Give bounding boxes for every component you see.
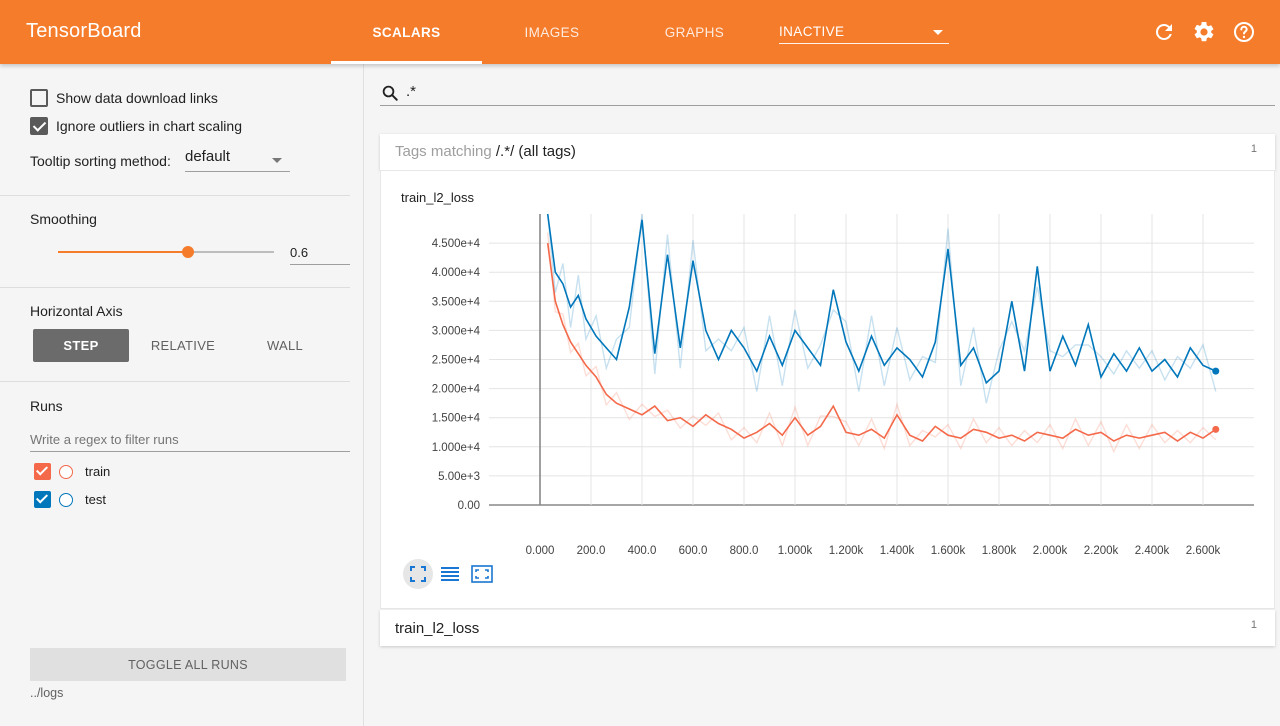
series-raw-line-train bbox=[547, 232, 1217, 454]
runs-label: Runs bbox=[30, 398, 63, 414]
divider bbox=[0, 381, 350, 382]
app-title: TensorBoard bbox=[26, 20, 142, 42]
y-tick-label: 1.000e+4 bbox=[432, 442, 481, 454]
log-scale-button[interactable] bbox=[435, 559, 465, 589]
x-tick-label: 1.600k bbox=[931, 545, 966, 557]
series-endpoint-train bbox=[1212, 425, 1220, 433]
inactive-dashboards-dropdown[interactable]: INACTIVE bbox=[779, 18, 949, 44]
run-checkbox[interactable] bbox=[34, 491, 51, 508]
search-regex-value: .* bbox=[406, 83, 417, 100]
expand-chart-button[interactable] bbox=[467, 559, 497, 589]
expand-icon bbox=[471, 565, 493, 583]
tab-images[interactable]: IMAGES bbox=[524, 24, 580, 40]
tab-scalars[interactable]: SCALARS bbox=[331, 0, 482, 64]
x-tick-label: 600.0 bbox=[679, 545, 708, 557]
tags-count: 1 bbox=[1250, 143, 1257, 155]
chart-title: train_l2_loss bbox=[401, 190, 474, 205]
x-tick-label: 2.600k bbox=[1186, 545, 1221, 557]
y-tick-label: 0.00 bbox=[458, 500, 480, 512]
y-tick-label: 3.000e+4 bbox=[432, 325, 481, 337]
smoothing-label: Smoothing bbox=[30, 211, 97, 227]
run-item-test[interactable]: test bbox=[34, 491, 106, 508]
slider-knob[interactable] bbox=[181, 246, 194, 258]
run-item-train[interactable]: train bbox=[34, 463, 110, 480]
chart-card: train_l2_loss 0.00 5.00e+3 1.000e+4 1.500e+… bbox=[380, 170, 1275, 609]
x-tick-label: 1.000k bbox=[778, 545, 813, 557]
y-tick-label: 4.500e+4 bbox=[432, 238, 481, 250]
divider bbox=[0, 287, 350, 288]
y-tick-label: 4.000e+4 bbox=[432, 267, 481, 279]
ignore-outliers-label: Ignore outliers in chart scaling bbox=[56, 118, 242, 134]
ignore-outliers-checkbox[interactable]: Ignore outliers in chart scaling bbox=[30, 117, 242, 135]
help-icon[interactable] bbox=[1232, 20, 1256, 44]
inactive-dropdown-label: INACTIVE bbox=[779, 24, 845, 39]
toggle-all-runs-button[interactable]: TOGGLE ALL RUNS bbox=[30, 648, 346, 681]
x-tick-label: 2.200k bbox=[1084, 545, 1119, 557]
logdir-path: ../logs bbox=[30, 686, 64, 700]
show-download-links-checkbox[interactable]: Show data download links bbox=[30, 89, 218, 107]
tooltip-sorting-label: Tooltip sorting method: bbox=[30, 153, 171, 169]
top-app-bar: TensorBoard SCALARS IMAGES GRAPHS INACTI… bbox=[0, 0, 1280, 64]
series-line-train bbox=[546, 242, 1217, 442]
tooltip-sorting-value: default bbox=[185, 148, 231, 165]
divider bbox=[0, 195, 350, 196]
tags-group-header[interactable]: Tags matching /.*/ (all tags) 1 bbox=[380, 134, 1275, 170]
x-tick-label: 2.400k bbox=[1135, 545, 1170, 557]
y-tick-label: 1.500e+4 bbox=[432, 413, 481, 425]
gear-icon[interactable] bbox=[1192, 20, 1216, 44]
run-name: train bbox=[85, 464, 111, 479]
x-tick-label: 0.000 bbox=[526, 545, 555, 557]
show-download-links-label: Show data download links bbox=[56, 90, 218, 106]
refresh-icon[interactable] bbox=[1152, 20, 1176, 44]
y-tick-label: 5.00e+3 bbox=[438, 471, 480, 483]
smoothing-value-input[interactable]: 0.6 bbox=[290, 242, 350, 265]
axis-step-button[interactable]: STEP bbox=[33, 329, 129, 362]
tab-graphs[interactable]: GRAPHS bbox=[664, 24, 725, 40]
horizontal-axis-label: Horizontal Axis bbox=[30, 303, 123, 319]
loss-chart[interactable]: 0.00 5.00e+3 1.000e+4 1.500e+4 2.000e+4 2.500… bbox=[381, 171, 1274, 608]
collapsed-group-count: 1 bbox=[1250, 619, 1257, 631]
y-tick-label: 2.000e+4 bbox=[432, 384, 481, 396]
x-tick-label: 800.0 bbox=[730, 545, 759, 557]
y-tick-label: 3.500e+4 bbox=[432, 296, 481, 308]
tags-regex: /.*/ bbox=[495, 143, 515, 160]
x-tick-label: 400.0 bbox=[628, 545, 657, 557]
fit-domain-button[interactable] bbox=[403, 559, 433, 589]
checkbox-box[interactable] bbox=[30, 117, 48, 135]
x-tick-label: 200.0 bbox=[577, 545, 606, 557]
series-raw-line-test bbox=[547, 213, 1217, 404]
checkbox-box[interactable] bbox=[30, 89, 48, 107]
tag-search-input[interactable]: .* bbox=[380, 80, 1275, 106]
run-color-icon bbox=[59, 492, 73, 507]
x-tick-label: 1.400k bbox=[880, 545, 915, 557]
series-endpoint-test bbox=[1212, 367, 1220, 375]
axis-wall-button[interactable]: WALL bbox=[266, 338, 304, 353]
tooltip-sorting-dropdown[interactable]: default bbox=[185, 148, 290, 172]
run-color-icon bbox=[59, 464, 73, 479]
tags-prefix: Tags matching bbox=[395, 143, 492, 160]
chevron-down-icon bbox=[933, 30, 943, 35]
collapsed-group-header[interactable]: train_l2_loss 1 bbox=[380, 610, 1275, 646]
chevron-down-icon bbox=[272, 158, 282, 163]
smoothing-slider[interactable] bbox=[58, 246, 274, 258]
y-tick-label: 2.500e+4 bbox=[432, 355, 481, 367]
list-icon bbox=[441, 567, 459, 581]
x-tick-label: 1.200k bbox=[829, 545, 864, 557]
run-filter-input[interactable]: Write a regex to filter runs bbox=[30, 430, 350, 452]
fullscreen-icon bbox=[410, 566, 426, 582]
series-line-test bbox=[546, 213, 1217, 385]
sidebar: Show data download links Ignore outliers… bbox=[0, 64, 364, 726]
search-icon bbox=[382, 85, 398, 101]
axis-relative-button[interactable]: RELATIVE bbox=[150, 338, 216, 353]
collapsed-group-title: train_l2_loss bbox=[395, 620, 480, 637]
x-tick-label: 1.800k bbox=[982, 545, 1017, 557]
slider-fill bbox=[58, 251, 188, 253]
x-tick-label: 2.000k bbox=[1033, 545, 1068, 557]
run-checkbox[interactable] bbox=[34, 463, 51, 480]
tags-suffix: (all tags) bbox=[518, 143, 576, 160]
run-name: test bbox=[85, 492, 106, 507]
